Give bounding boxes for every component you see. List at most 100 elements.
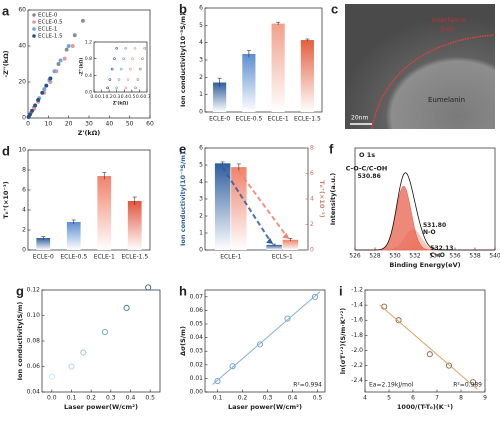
x-tick-label: 5	[387, 395, 391, 402]
x-tick-label: 50	[126, 121, 134, 128]
y-tick-label: 2	[22, 227, 26, 234]
y-tick-label: 2	[199, 74, 203, 81]
x-tick-label: 0.4	[121, 94, 128, 100]
point	[136, 78, 140, 81]
point	[395, 317, 402, 324]
x-tick-label: 528	[369, 253, 381, 260]
point	[80, 18, 85, 23]
panel-letter: a	[2, 3, 10, 18]
point	[66, 44, 71, 48]
trend-arrow	[238, 170, 288, 237]
y-tick-label: 0.04	[190, 334, 204, 341]
point	[70, 44, 75, 48]
x-tick-label: 0.0	[90, 94, 97, 100]
point	[115, 86, 119, 90]
point	[129, 67, 132, 71]
y-tick-label: 6	[199, 5, 203, 12]
bar	[66, 222, 81, 250]
legend-label: ECLE-0.5	[38, 20, 63, 26]
y-axis-label: Intensity(a.u.)	[329, 173, 337, 226]
y2-tick-label: 4	[310, 196, 314, 203]
plot-frame	[204, 289, 326, 393]
point	[101, 329, 108, 336]
point	[44, 83, 49, 88]
legend-marker	[32, 13, 36, 17]
y2-tick-label: 8	[310, 145, 314, 152]
point	[42, 87, 47, 92]
point	[124, 46, 128, 50]
x-tick-label: 0.3	[263, 395, 273, 402]
x-tick-label: 534	[429, 253, 441, 260]
y-tick-label: 0.05	[190, 321, 204, 328]
x-tick-label: 20	[65, 121, 73, 128]
legend-label: ECLE-1	[38, 27, 57, 33]
y-tick-label: 0.08	[27, 338, 41, 345]
x-axis-label: Laser power(W/cm²)	[64, 403, 138, 411]
bar	[231, 167, 247, 250]
y-tick-label: 1	[199, 91, 203, 98]
x-axis-label: Z'(kΩ)	[78, 129, 101, 137]
x-tick-label: 0.2	[106, 94, 113, 100]
y-tick-label: -1.8	[351, 332, 363, 339]
y-tick-label: -2.0	[351, 347, 363, 354]
x-tick-label: 0.1	[67, 395, 77, 402]
bar	[282, 239, 299, 250]
panel-letter: f	[329, 141, 334, 156]
point	[72, 33, 77, 38]
point	[28, 112, 32, 117]
y-tick-label: 8	[22, 167, 26, 174]
x-tick-label: ECLE-0	[209, 116, 230, 123]
point	[106, 86, 109, 90]
y-tick-label: 0.06	[190, 307, 204, 314]
scale-label: 20nm	[351, 115, 368, 122]
y-axis-label: Ion conductivity(10⁻⁵S/m)	[179, 13, 187, 107]
x-tick-label: 0.5	[313, 395, 323, 402]
x-tick-label: 538	[469, 253, 481, 260]
x-tick-label: ECLS-1	[272, 254, 293, 261]
point	[33, 103, 38, 108]
plot-frame	[93, 41, 148, 93]
bar	[242, 53, 256, 112]
y-tick-label: 0.8	[85, 56, 92, 62]
y2-tick-label: 6	[310, 170, 314, 177]
x-axis-label: Laser power(W/cm²)	[228, 403, 302, 411]
point	[110, 67, 114, 71]
panel-letter: i	[339, 283, 343, 298]
point	[115, 46, 119, 50]
x-tick-label: ECLE-1.5	[121, 254, 148, 261]
peak-name: N-O	[423, 229, 436, 236]
arrow-head	[266, 237, 274, 244]
point	[113, 57, 116, 60]
y-tick-label: 1	[199, 230, 203, 237]
y-tick-label: 0.0	[85, 90, 92, 96]
point	[133, 46, 137, 50]
y-tick-label: 2	[199, 213, 203, 220]
interface-line	[371, 34, 496, 130]
point	[138, 67, 142, 71]
x-tick-label: 8	[459, 395, 463, 402]
image-panel: c Interfance 3nm Eumelanin 20nm	[331, 1, 496, 130]
y-tick-label: 0	[22, 247, 26, 254]
bar	[214, 163, 231, 250]
y-tick-label: 20	[18, 79, 26, 86]
y2-tick-label: 2	[310, 221, 314, 228]
y-tick-label: -1.6	[351, 317, 363, 324]
y-tick-label: 4	[199, 39, 203, 46]
y-tick-label: -2.2	[351, 362, 363, 369]
panel-letter: d	[2, 143, 10, 158]
point	[445, 362, 453, 369]
legend-label: ECLE-0	[38, 13, 58, 19]
y2-axis-label: Tₗᵢ⁺(×10⁻³)	[318, 180, 326, 217]
y-tick-label: 0.10	[27, 312, 41, 319]
trend-arrow	[221, 166, 271, 242]
y-tick-label: 0.01	[190, 375, 204, 382]
plot-frame	[27, 149, 151, 251]
point	[126, 78, 130, 81]
x-tick-label: 30	[85, 121, 93, 128]
point	[124, 86, 128, 90]
point	[214, 378, 221, 385]
y-tick-label: 0	[199, 247, 203, 254]
x-tick-label: 40	[106, 121, 114, 128]
x-tick-label: ECLE-0	[33, 254, 54, 261]
